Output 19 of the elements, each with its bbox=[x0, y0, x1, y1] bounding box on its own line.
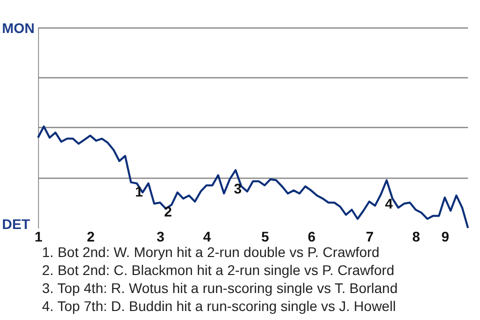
annotation: 4 bbox=[384, 195, 393, 212]
annotation: 3 bbox=[234, 180, 242, 196]
text: DET bbox=[2, 216, 30, 232]
x-tick-label: 7 bbox=[366, 228, 374, 244]
x-tick-label: 8 bbox=[412, 228, 420, 244]
annotation: 1 bbox=[135, 183, 144, 200]
text: 4. Top 7th: D. Buddin hit a run-scoring single vs J. Howell bbox=[42, 297, 397, 315]
x-tick-label: 2 bbox=[86, 228, 95, 244]
annotation: 2 bbox=[164, 204, 172, 220]
text: 1. Bot 2nd: W. Moryn hit a 2-run double vs P. Crawford bbox=[42, 243, 380, 261]
x-tick-label: 3 bbox=[156, 228, 165, 244]
x-tick-label: 9 bbox=[441, 228, 450, 244]
x-tick-label: 1 bbox=[34, 228, 43, 244]
text: 3. Top 4th: R. Wotus hit a run-scoring single vs T. Borland bbox=[42, 279, 398, 297]
x-tick-label: 6 bbox=[308, 228, 316, 244]
text: 2. Bot 2nd: C. Blackmon hit a 2-run single vs P. Crawford bbox=[42, 261, 396, 279]
x-tick-label: 5 bbox=[261, 228, 270, 244]
x-tick-label: 4 bbox=[203, 228, 212, 244]
text: MON bbox=[2, 20, 35, 36]
